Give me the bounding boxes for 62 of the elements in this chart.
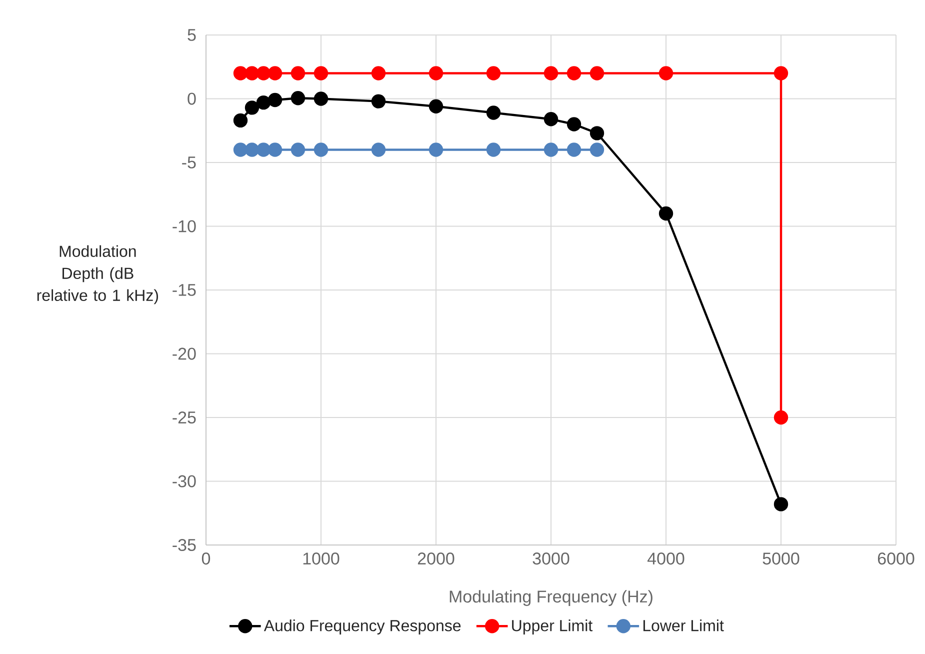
y-tick-label: 5: [188, 29, 196, 41]
point: [658, 206, 674, 221]
point: [233, 113, 248, 128]
point: [371, 94, 386, 108]
x-tick-label: 5000: [762, 552, 800, 565]
point: [371, 66, 386, 80]
point: [774, 410, 788, 425]
y-tick-label: -10: [172, 220, 196, 232]
point: [314, 142, 328, 157]
point: [486, 66, 501, 80]
point: [486, 106, 501, 120]
point: [268, 142, 282, 157]
y-tick-label: -5: [182, 156, 196, 168]
point: [566, 142, 582, 157]
y-tick-label: 0: [188, 92, 196, 105]
point: [290, 91, 306, 106]
point: [233, 142, 248, 157]
y-tick-label: -25: [172, 411, 196, 424]
point: [566, 66, 582, 80]
legend-label: Audio Frequency Response: [264, 620, 461, 634]
point: [371, 142, 386, 157]
legend-label: Upper Limit: [512, 620, 592, 634]
point: [590, 126, 604, 140]
point: [290, 142, 306, 157]
point: [290, 66, 306, 80]
y-tick-label: -30: [172, 475, 196, 488]
point: [428, 66, 444, 80]
point: [244, 100, 260, 115]
point: [428, 142, 444, 157]
point: [544, 112, 558, 126]
point: [486, 142, 501, 157]
point: [544, 142, 558, 157]
point: [314, 66, 328, 80]
point: [774, 497, 788, 512]
point: [590, 142, 604, 157]
point: [244, 142, 260, 157]
point: [256, 142, 271, 157]
point: [314, 92, 328, 106]
y-axis-title: Modulation Depth (dB relative to 1 kHz): [37, 245, 158, 304]
x-tick-label: 0: [202, 552, 210, 565]
x-tick-label: 4000: [647, 552, 684, 565]
point: [268, 92, 282, 108]
legend-label: Lower Limit: [643, 620, 724, 632]
point: [428, 99, 444, 114]
x-axis-title: Modulating Frequency (Hz): [450, 590, 652, 606]
y-tick-label: -20: [172, 348, 196, 360]
x-tick-label: 3000: [532, 552, 570, 565]
point: [658, 66, 674, 80]
point: [544, 66, 558, 80]
x-tick-label: 1000: [303, 552, 340, 565]
point: [774, 66, 788, 80]
point: [244, 66, 260, 80]
point: [590, 66, 604, 80]
point: [566, 117, 582, 132]
y-tick-label: -15: [172, 284, 196, 296]
point: [256, 95, 271, 110]
point: [268, 66, 282, 80]
y-tick-label: -35: [172, 538, 196, 552]
point: [233, 66, 248, 80]
x-tick-label: 2000: [418, 552, 454, 565]
point: [256, 66, 271, 80]
x-tick-label: 6000: [878, 552, 914, 565]
